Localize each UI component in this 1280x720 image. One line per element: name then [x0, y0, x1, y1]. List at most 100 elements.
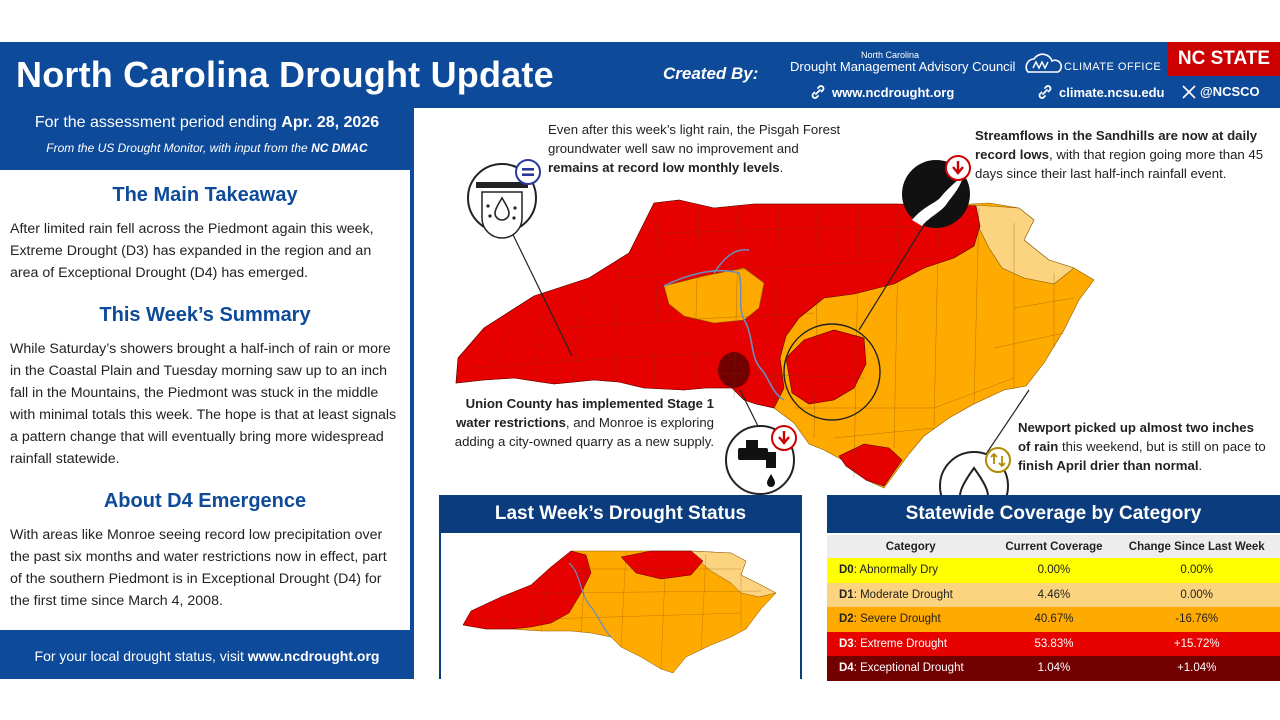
category-label: : Extreme Drought [853, 637, 948, 650]
no-change-badge-icon [515, 159, 541, 185]
d4-body: With areas like Monroe seeing record low… [10, 527, 387, 609]
takeaway-title: The Main Takeaway [112, 184, 298, 206]
lw-county-lines [480, 550, 762, 670]
category-cell: D0: Abnormally Dry [827, 558, 994, 583]
union-text-a: Union County has implemented Stage 1 wat… [455, 396, 714, 430]
union-text-b: , and Monroe is exploring adding a city-… [454, 415, 714, 449]
change-cell: +1.04% [1177, 662, 1217, 675]
summary-card: The Main Takeaway After limited rain fel… [0, 170, 410, 630]
d4-title: About D4 Emergence [103, 490, 307, 512]
x-handle-text: @NCSCO [1200, 84, 1260, 99]
pisgah-text-c: . [779, 160, 784, 175]
summary-body: While Saturday’s showers brought a half-… [10, 341, 397, 467]
drought-map [455, 155, 1095, 521]
ncdrought-link-text: www.ncdrought.org [832, 84, 955, 100]
pisgah-leader-line [501, 211, 573, 357]
mixed-change-badge-icon [985, 447, 1011, 473]
category-code: D0 [839, 564, 854, 577]
period-date: Apr. 28, 2026 [281, 114, 380, 131]
ncdrought-link[interactable]: www.ncdrought.org [810, 84, 954, 100]
current-coverage-cell: 0.00% [1037, 564, 1071, 577]
col-current: Current Coverage [994, 535, 1114, 558]
source-line: From the US Drought Monitor, with input … [0, 141, 414, 155]
change-cell: -16.76% [1175, 613, 1219, 626]
sandhills-text-b: , with that region going more than 45 da… [975, 147, 1264, 181]
category-label: : Severe Drought [853, 613, 941, 626]
category-code: D2 [839, 613, 854, 626]
category-cell: D4: Exceptional Drought [827, 656, 994, 681]
category-cell: D3: Extreme Drought [827, 632, 994, 657]
map-region-d2-pocket [663, 267, 765, 324]
local-status-footer: For your local drought status, visit www… [0, 648, 414, 664]
newport-text-a: Newport picked up almost two inches of r… [1018, 420, 1254, 454]
newport-callout: Newport picked up almost two inches of r… [1018, 418, 1268, 475]
footer-prefix: For your local drought status, visit [34, 648, 244, 664]
category-cell: D2: Severe Drought [827, 607, 994, 632]
header-banner: North Carolina Drought Update Created By… [0, 42, 1280, 108]
summary-title: This Week’s Summary [99, 304, 311, 326]
change-cell: 0.00% [1180, 564, 1214, 577]
coverage-title: Statewide Coverage by Category [827, 495, 1280, 533]
map-river [663, 269, 785, 401]
left-panel: For the assessment period ending Apr. 28… [0, 108, 414, 679]
sandhills-text-a: Streamflows in the Sandhills are now at … [975, 128, 1258, 162]
assessment-period: For the assessment period ending Apr. 28… [0, 114, 414, 132]
climate-office-text: CLIMATE OFFICE [1064, 61, 1162, 73]
col-change: Change Since Last Week [1113, 535, 1280, 558]
map-region-d3-southeast [838, 443, 903, 487]
table-row: D3: Extreme Drought 53.83% +15.72% [827, 631, 1280, 657]
lw-river [568, 562, 612, 638]
union-callout: Union County has implemented Stage 1 wat… [440, 394, 714, 451]
category-code: D4 [839, 662, 854, 675]
category-code: D1 [839, 588, 854, 601]
newport-text-d: . [1198, 458, 1203, 473]
lw-region-d1 [690, 550, 777, 598]
category-code: D3 [839, 637, 854, 650]
newport-text-b: this weekend, but is still on pace to [1058, 439, 1266, 454]
current-coverage-cell: 1.04% [1037, 662, 1071, 675]
infographic: North Carolina Drought Update Created By… [0, 42, 1280, 681]
map-region-d1 [973, 204, 1075, 285]
county-lines [473, 204, 1075, 479]
table-row: D0: Abnormally Dry 0.00% 0.00% [827, 558, 1280, 583]
source-org: NC DMAC [311, 141, 368, 155]
takeaway-body: After limited rain fell across the Piedm… [10, 221, 374, 281]
category-label: : Abnormally Dry [853, 564, 939, 577]
source-prefix: From the US Drought Monitor, with input … [46, 141, 308, 155]
map-region-d4-union [718, 352, 750, 388]
x-social-link[interactable]: @NCSCO [1182, 84, 1260, 99]
change-cell: 0.00% [1180, 588, 1214, 601]
category-cell: D1: Moderate Drought [827, 583, 994, 608]
category-label: : Exceptional Drought [853, 662, 964, 675]
table-row: D2: Severe Drought 40.67% -16.76% [827, 607, 1280, 632]
map-river-2 [713, 249, 750, 274]
current-coverage-cell: 4.46% [1037, 588, 1071, 601]
current-coverage-cell: 53.83% [1034, 637, 1074, 650]
pisgah-callout: Even after this week’s light rain, the P… [548, 120, 848, 177]
climate-office-logo [1025, 53, 1063, 73]
pisgah-text-b: remains at record low monthly levels [548, 160, 780, 175]
last-week-map-panel [439, 533, 802, 679]
pisgah-text-a: Even after this week’s light rain, the P… [548, 122, 841, 156]
sandhills-callout: Streamflows in the Sandhills are now at … [975, 126, 1270, 183]
last-week-title: Last Week’s Drought Status [439, 495, 802, 533]
ncstate-logo: NC STATE [1168, 42, 1280, 76]
link-icon [811, 85, 825, 99]
page-title: North Carolina Drought Update [16, 54, 554, 95]
dmac-name: Drought Management Advisory Council [790, 59, 1016, 74]
coverage-header-row: Category Current Coverage Change Since L… [827, 535, 1280, 558]
coverage-table: Category Current Coverage Change Since L… [827, 535, 1280, 681]
nccs-link[interactable]: climate.ncsu.edu [1037, 84, 1164, 100]
last-week-map [462, 550, 777, 674]
dmac-state-label: North Carolina [860, 50, 920, 60]
table-row: D1: Moderate Drought 4.46% 0.00% [827, 582, 1280, 608]
decrease-badge-icon [771, 425, 797, 451]
lw-region-d3-north [620, 550, 704, 580]
sandhills-highlight-circle [783, 323, 881, 421]
period-prefix: For the assessment period ending [34, 114, 277, 131]
nccs-link-text: climate.ncsu.edu [1059, 84, 1165, 100]
table-row: D4: Exceptional Drought 1.04% +1.04% [827, 656, 1280, 681]
footer-link[interactable]: www.ncdrought.org [247, 648, 380, 664]
col-category: Category [827, 535, 995, 558]
decrease-badge-icon [945, 155, 971, 181]
